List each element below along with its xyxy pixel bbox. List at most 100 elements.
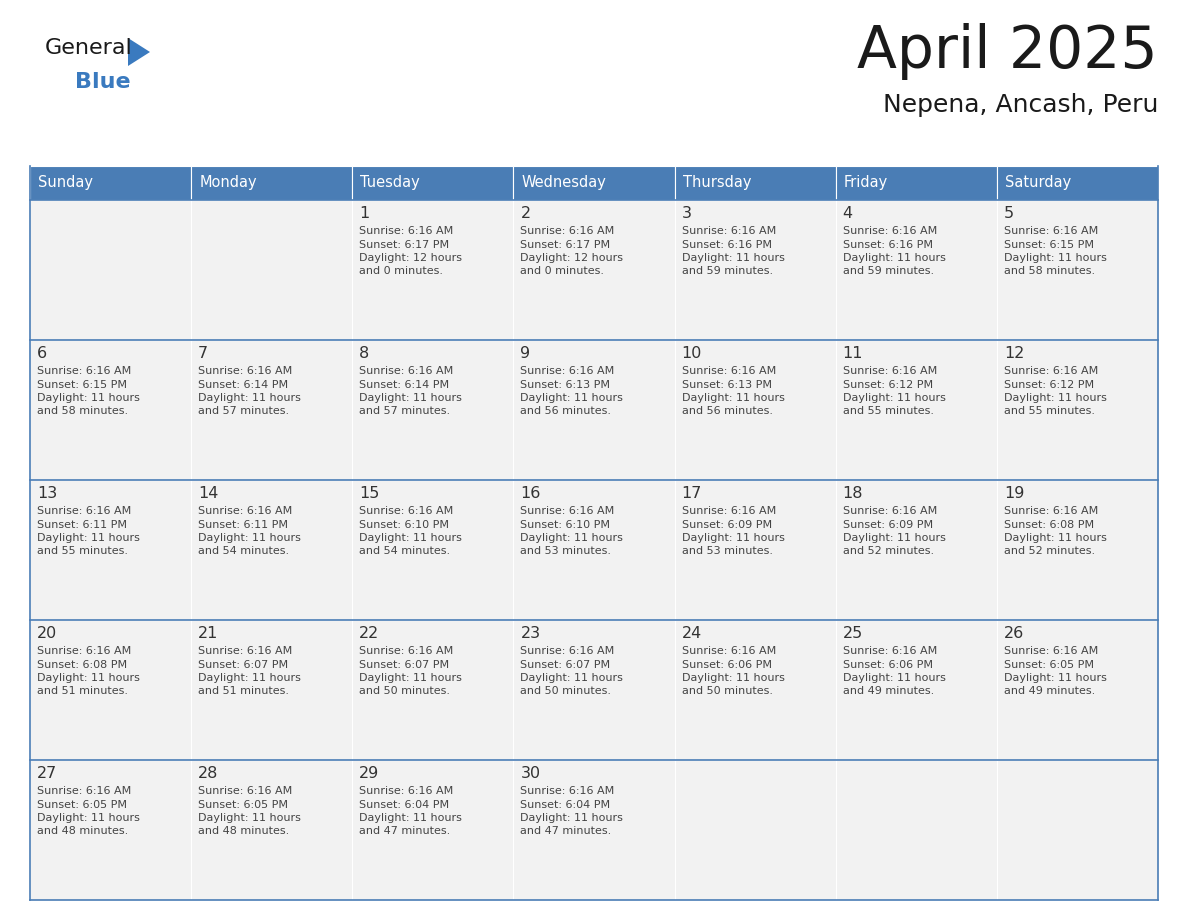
Text: Sunset: 6:16 PM: Sunset: 6:16 PM	[842, 240, 933, 250]
Text: Sunday: Sunday	[38, 175, 93, 191]
Text: Sunset: 6:08 PM: Sunset: 6:08 PM	[1004, 520, 1094, 530]
Bar	[835, 340, 997, 480]
Text: Sunrise: 6:16 AM: Sunrise: 6:16 AM	[37, 506, 131, 516]
Text: Sunrise: 6:16 AM: Sunrise: 6:16 AM	[842, 226, 937, 236]
Text: Sunrise: 6:16 AM: Sunrise: 6:16 AM	[359, 506, 454, 516]
Polygon shape	[128, 38, 150, 66]
Bar	[513, 480, 675, 620]
Text: and 0 minutes.: and 0 minutes.	[520, 266, 605, 276]
Text: Daylight: 11 hours: Daylight: 11 hours	[1004, 253, 1107, 263]
Text: Daylight: 11 hours: Daylight: 11 hours	[842, 533, 946, 543]
Text: Daylight: 11 hours: Daylight: 11 hours	[682, 393, 784, 403]
Bar	[675, 200, 835, 340]
Text: Friday: Friday	[843, 175, 887, 191]
Text: Saturday: Saturday	[1005, 175, 1072, 191]
Text: and 58 minutes.: and 58 minutes.	[37, 407, 128, 417]
Bar	[191, 200, 353, 340]
Text: Sunset: 6:09 PM: Sunset: 6:09 PM	[842, 520, 933, 530]
Text: Thursday: Thursday	[683, 175, 751, 191]
Text: 3: 3	[682, 206, 691, 221]
Text: and 48 minutes.: and 48 minutes.	[37, 826, 128, 836]
Bar	[997, 166, 1158, 200]
Bar	[513, 166, 675, 200]
Text: and 53 minutes.: and 53 minutes.	[682, 546, 772, 556]
Bar	[191, 480, 353, 620]
Text: Sunset: 6:15 PM: Sunset: 6:15 PM	[37, 379, 127, 389]
Text: Sunrise: 6:16 AM: Sunrise: 6:16 AM	[842, 366, 937, 376]
Text: Sunset: 6:11 PM: Sunset: 6:11 PM	[37, 520, 127, 530]
Text: and 51 minutes.: and 51 minutes.	[37, 687, 128, 697]
Text: Sunrise: 6:16 AM: Sunrise: 6:16 AM	[198, 786, 292, 796]
Text: Daylight: 11 hours: Daylight: 11 hours	[359, 393, 462, 403]
Text: and 50 minutes.: and 50 minutes.	[520, 687, 612, 697]
Text: Sunset: 6:06 PM: Sunset: 6:06 PM	[682, 659, 771, 669]
Text: and 54 minutes.: and 54 minutes.	[359, 546, 450, 556]
Text: Sunset: 6:13 PM: Sunset: 6:13 PM	[520, 379, 611, 389]
Text: Sunset: 6:06 PM: Sunset: 6:06 PM	[842, 659, 933, 669]
Text: Sunrise: 6:16 AM: Sunrise: 6:16 AM	[520, 786, 614, 796]
Bar	[191, 620, 353, 760]
Text: Sunset: 6:04 PM: Sunset: 6:04 PM	[520, 800, 611, 810]
Text: 30: 30	[520, 766, 541, 781]
Text: Daylight: 11 hours: Daylight: 11 hours	[198, 533, 301, 543]
Text: Daylight: 11 hours: Daylight: 11 hours	[359, 813, 462, 823]
Bar	[675, 620, 835, 760]
Text: Daylight: 11 hours: Daylight: 11 hours	[1004, 673, 1107, 683]
Text: 11: 11	[842, 346, 864, 361]
Text: Sunrise: 6:16 AM: Sunrise: 6:16 AM	[1004, 506, 1098, 516]
Text: 2: 2	[520, 206, 531, 221]
Bar	[30, 760, 191, 900]
Text: April 2025: April 2025	[858, 23, 1158, 80]
Text: Daylight: 11 hours: Daylight: 11 hours	[1004, 393, 1107, 403]
Bar	[30, 480, 191, 620]
Text: 9: 9	[520, 346, 531, 361]
Text: 25: 25	[842, 626, 862, 641]
Text: 19: 19	[1004, 486, 1024, 501]
Text: Daylight: 11 hours: Daylight: 11 hours	[682, 253, 784, 263]
Text: Daylight: 11 hours: Daylight: 11 hours	[37, 533, 140, 543]
Text: Sunset: 6:07 PM: Sunset: 6:07 PM	[198, 659, 289, 669]
Text: Sunrise: 6:16 AM: Sunrise: 6:16 AM	[682, 506, 776, 516]
Bar	[997, 200, 1158, 340]
Text: 6: 6	[37, 346, 48, 361]
Text: 7: 7	[198, 346, 208, 361]
Text: and 49 minutes.: and 49 minutes.	[842, 687, 934, 697]
Bar	[30, 340, 191, 480]
Bar	[997, 340, 1158, 480]
Bar	[675, 480, 835, 620]
Text: Sunset: 6:10 PM: Sunset: 6:10 PM	[359, 520, 449, 530]
Text: 10: 10	[682, 346, 702, 361]
Bar	[30, 200, 191, 340]
Text: Daylight: 11 hours: Daylight: 11 hours	[520, 393, 624, 403]
Bar	[997, 480, 1158, 620]
Text: Sunrise: 6:16 AM: Sunrise: 6:16 AM	[520, 646, 614, 656]
Bar	[997, 760, 1158, 900]
Text: Daylight: 11 hours: Daylight: 11 hours	[198, 813, 301, 823]
Bar	[675, 166, 835, 200]
Text: Sunrise: 6:16 AM: Sunrise: 6:16 AM	[682, 366, 776, 376]
Text: Daylight: 11 hours: Daylight: 11 hours	[359, 533, 462, 543]
Text: Sunrise: 6:16 AM: Sunrise: 6:16 AM	[198, 646, 292, 656]
Text: 16: 16	[520, 486, 541, 501]
Text: Daylight: 11 hours: Daylight: 11 hours	[842, 253, 946, 263]
Text: 13: 13	[37, 486, 57, 501]
Text: Sunrise: 6:16 AM: Sunrise: 6:16 AM	[842, 646, 937, 656]
Text: and 57 minutes.: and 57 minutes.	[359, 407, 450, 417]
Text: Sunset: 6:05 PM: Sunset: 6:05 PM	[198, 800, 289, 810]
Text: Sunrise: 6:16 AM: Sunrise: 6:16 AM	[359, 226, 454, 236]
Text: Daylight: 11 hours: Daylight: 11 hours	[520, 533, 624, 543]
Text: 28: 28	[198, 766, 219, 781]
Text: and 59 minutes.: and 59 minutes.	[682, 266, 772, 276]
Text: and 55 minutes.: and 55 minutes.	[1004, 407, 1095, 417]
Text: Blue: Blue	[75, 72, 131, 92]
Text: Sunset: 6:07 PM: Sunset: 6:07 PM	[520, 659, 611, 669]
Text: Daylight: 11 hours: Daylight: 11 hours	[682, 533, 784, 543]
Text: Sunset: 6:04 PM: Sunset: 6:04 PM	[359, 800, 449, 810]
Text: Sunrise: 6:16 AM: Sunrise: 6:16 AM	[1004, 646, 1098, 656]
Text: 14: 14	[198, 486, 219, 501]
Text: Daylight: 12 hours: Daylight: 12 hours	[520, 253, 624, 263]
Text: and 49 minutes.: and 49 minutes.	[1004, 687, 1095, 697]
Text: and 51 minutes.: and 51 minutes.	[198, 687, 289, 697]
Text: Sunset: 6:12 PM: Sunset: 6:12 PM	[1004, 379, 1094, 389]
Text: and 52 minutes.: and 52 minutes.	[842, 546, 934, 556]
